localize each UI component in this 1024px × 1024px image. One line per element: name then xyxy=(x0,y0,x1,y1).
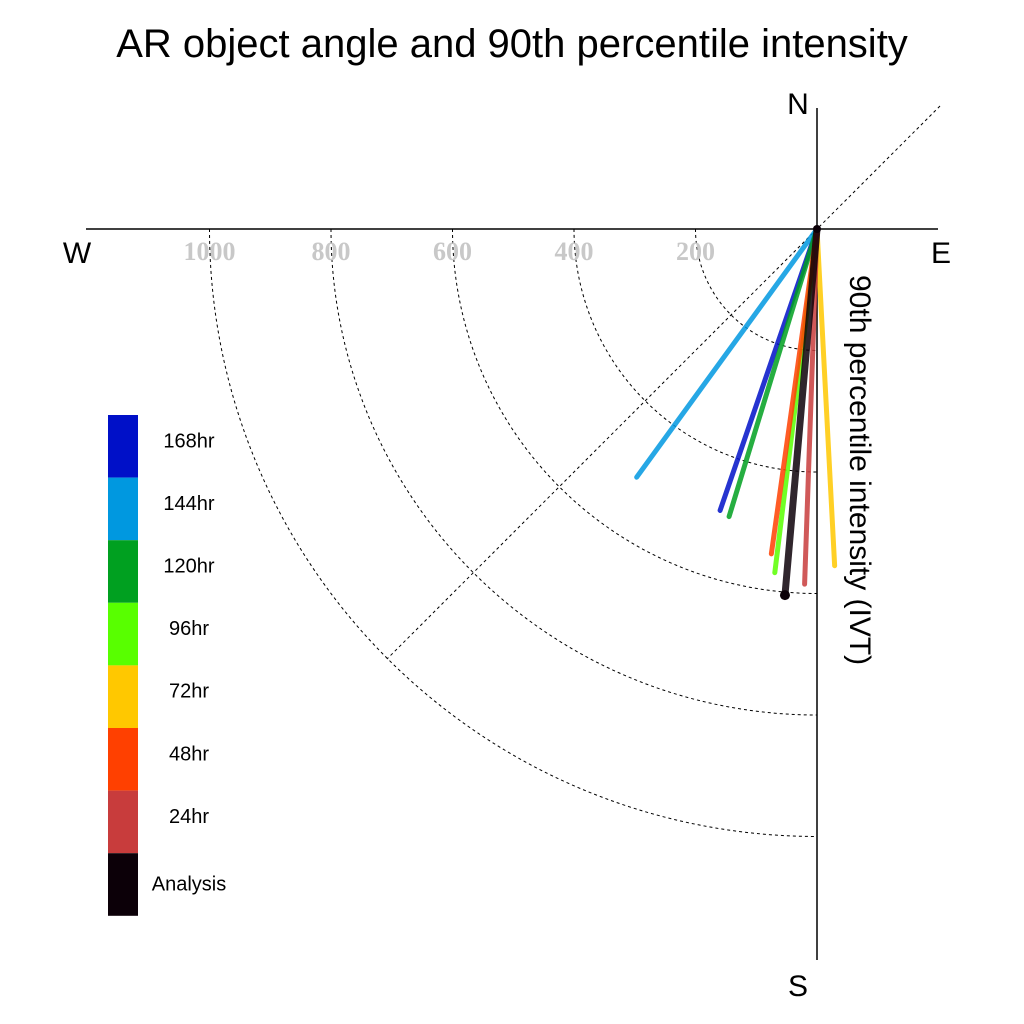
radial-tick-labels: 200 400 600 800 1000 xyxy=(184,237,716,266)
chart-title: AR object angle and 90th percentile inte… xyxy=(116,22,908,66)
grid-ring-200 xyxy=(695,228,818,351)
radial-tick-label: 800 xyxy=(312,237,351,266)
compass-east-label: E xyxy=(931,237,951,270)
legend-swatch-72hr xyxy=(108,665,138,728)
legend-label: 168hr xyxy=(163,430,214,452)
vector-analysis xyxy=(781,225,821,599)
grid-ring-1000 xyxy=(209,228,818,837)
vector-72hr xyxy=(814,226,838,569)
radial-tick-label: 200 xyxy=(676,237,715,266)
legend-label: 24hr xyxy=(169,806,209,828)
legend: 168hr 144hr 120hr 96hr 72hr 48hr 24hr Analysis xyxy=(108,415,226,916)
legend-swatch-96hr xyxy=(108,602,138,666)
legend-label: 120hr xyxy=(163,556,214,578)
legend-swatch-24hr xyxy=(108,790,138,854)
legend-swatch-48hr xyxy=(108,728,138,791)
legend-label: 144hr xyxy=(163,493,214,515)
vector-endpoint-analysis xyxy=(779,590,790,601)
legend-label: Analysis xyxy=(152,874,226,896)
radial-tick-label: 400 xyxy=(555,237,594,266)
compass-south-label: S xyxy=(788,970,808,1003)
legend-swatch-analysis xyxy=(108,853,138,916)
legend-swatch-144hr xyxy=(108,477,138,541)
grid-ring-800 xyxy=(330,228,818,716)
radial-tick-label: 1000 xyxy=(184,237,236,266)
vector-series xyxy=(634,225,838,601)
radial-grid xyxy=(209,228,818,837)
origin-point xyxy=(813,225,821,233)
legend-label: 72hr xyxy=(169,681,209,703)
radial-tick-label: 600 xyxy=(433,237,472,266)
legend-label: 48hr xyxy=(169,743,209,765)
y-axis-label: 90th percentile intensity (IVT) xyxy=(843,275,876,665)
vector-144hr xyxy=(634,226,820,480)
grid-ring-600 xyxy=(452,228,818,594)
grid-ring-400 xyxy=(573,228,818,473)
vector-120hr xyxy=(726,226,820,520)
compass-north-label: N xyxy=(787,88,809,121)
compass-west-label: W xyxy=(63,237,92,270)
diagonal-45-line xyxy=(386,105,941,660)
legend-swatch-120hr xyxy=(108,540,138,603)
legend-label: 96hr xyxy=(169,618,209,640)
legend-swatch-168hr xyxy=(108,415,138,478)
